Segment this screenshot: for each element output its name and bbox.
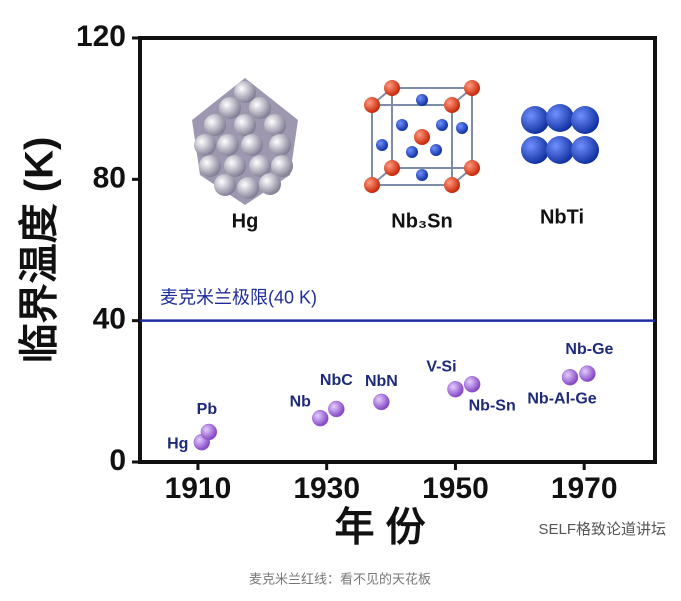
y-tick-label: 80 xyxy=(93,161,126,194)
x-tick-label: 1910 xyxy=(165,472,232,505)
nbti-illustration xyxy=(521,104,599,164)
point-label: V-Si xyxy=(426,358,456,375)
point-label: Hg xyxy=(167,435,188,452)
point xyxy=(328,400,345,418)
y-tick-label: 40 xyxy=(93,303,126,336)
illustration-label: Nb₃Sn xyxy=(391,210,452,232)
point xyxy=(447,380,464,398)
hg-illustration xyxy=(192,78,298,205)
point xyxy=(373,393,390,411)
point-label: Nb-Sn xyxy=(469,397,516,414)
x-axis-label: 年 份 xyxy=(334,506,425,550)
point xyxy=(561,368,579,386)
point-label: Nb-Ge xyxy=(565,341,613,358)
illustration-label: Hg xyxy=(232,210,259,232)
y-tick-label: 120 xyxy=(76,20,126,53)
point-label: Nb xyxy=(290,393,312,410)
x-tick-label: 1950 xyxy=(422,472,489,505)
watermark: SELF格致论道讲坛 xyxy=(538,521,666,538)
point-label: Nb-Al-Ge xyxy=(527,390,596,407)
point xyxy=(579,365,596,382)
caption: 麦克米兰红线：看不见的天花板 xyxy=(249,571,431,586)
plot-frame xyxy=(138,36,657,464)
limit-label: 麦克米兰极限(40 K) xyxy=(160,287,317,307)
point-label: Pb xyxy=(197,401,218,418)
point xyxy=(200,423,218,441)
point xyxy=(312,409,329,427)
point-label: NbN xyxy=(365,373,398,390)
y-tick-label: 0 xyxy=(109,444,126,477)
nb3sn-illustration xyxy=(364,80,480,193)
x-tick-label: 1930 xyxy=(293,472,360,505)
x-tick-label: 1970 xyxy=(551,472,618,505)
illustration-label: NbTi xyxy=(540,206,584,228)
point-label: NbC xyxy=(320,372,353,389)
point xyxy=(463,376,481,393)
y-axis-label: 临界温度 (K) xyxy=(18,137,62,364)
